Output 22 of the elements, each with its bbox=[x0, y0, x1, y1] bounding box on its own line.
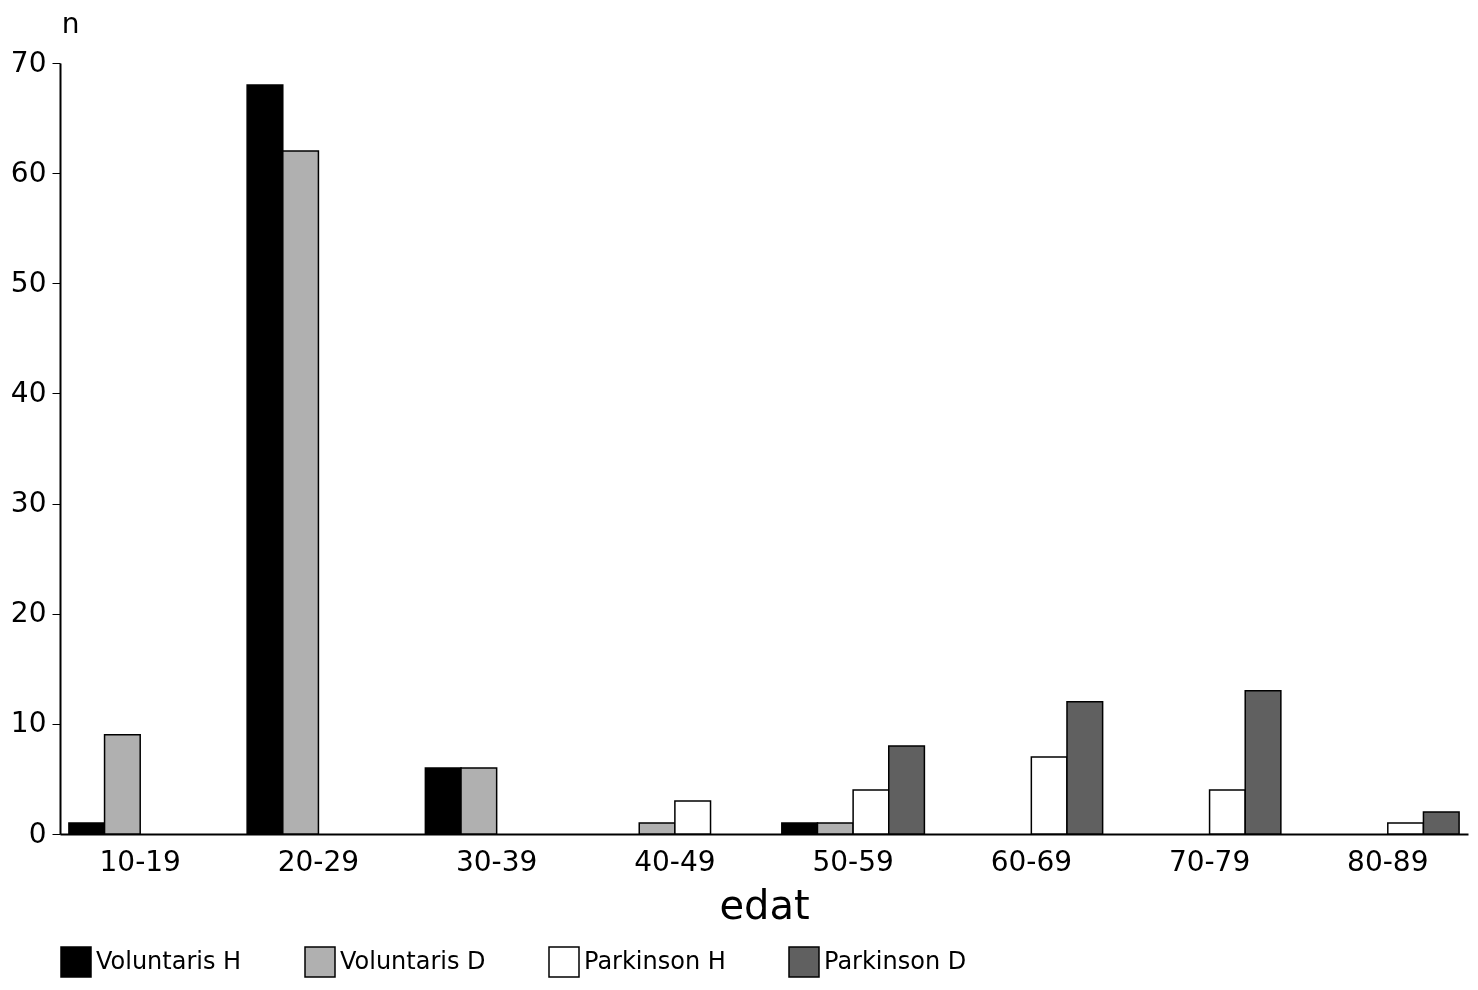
y-tick-label: 30 bbox=[10, 486, 47, 520]
x-axis-title: edat bbox=[719, 881, 810, 928]
x-tick-label: 10-19 bbox=[99, 844, 181, 878]
legend-label: Voluntaris H bbox=[96, 947, 242, 975]
legend-label: Parkinson D bbox=[824, 947, 967, 975]
x-tick-label: 80-89 bbox=[1347, 844, 1429, 878]
y-tick-label: 10 bbox=[10, 706, 47, 740]
x-tick-label: 40-49 bbox=[634, 844, 716, 878]
legend-label: Voluntaris D bbox=[340, 947, 486, 975]
y-tick-label: 70 bbox=[10, 45, 47, 79]
y-tick-label: 40 bbox=[10, 375, 47, 409]
legend-label: Parkinson H bbox=[584, 947, 726, 975]
x-tick-label: 20-29 bbox=[277, 844, 360, 878]
y-axis-title: n bbox=[61, 6, 80, 40]
x-tick-label: 50-59 bbox=[812, 844, 894, 878]
x-tick-label: 70-79 bbox=[1168, 844, 1251, 878]
y-tick-label: 50 bbox=[10, 265, 47, 299]
y-tick-label: 20 bbox=[10, 596, 47, 630]
x-tick-label: 60-69 bbox=[990, 844, 1073, 878]
y-tick-label: 0 bbox=[28, 816, 47, 850]
x-tick-label: 30-39 bbox=[455, 844, 538, 878]
y-tick-label: 60 bbox=[10, 155, 47, 189]
